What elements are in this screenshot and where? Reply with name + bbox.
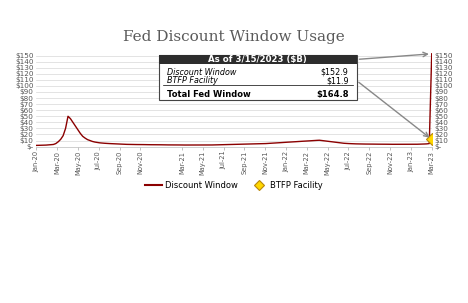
Legend: Discount Window, BTFP Facility: Discount Window, BTFP Facility [142,177,326,193]
Text: Total Fed Window: Total Fed Window [167,90,250,99]
FancyBboxPatch shape [159,55,357,64]
FancyBboxPatch shape [159,55,357,100]
Text: BTFP Facility: BTFP Facility [167,76,218,85]
Text: $164.8: $164.8 [316,90,349,99]
Title: Fed Discount Window Usage: Fed Discount Window Usage [123,30,345,44]
Text: Discount Window: Discount Window [167,68,236,77]
Text: $11.9: $11.9 [326,76,349,85]
Text: As of 3/15/2023 ($B): As of 3/15/2023 ($B) [208,55,307,64]
Text: $152.9: $152.9 [321,68,349,77]
